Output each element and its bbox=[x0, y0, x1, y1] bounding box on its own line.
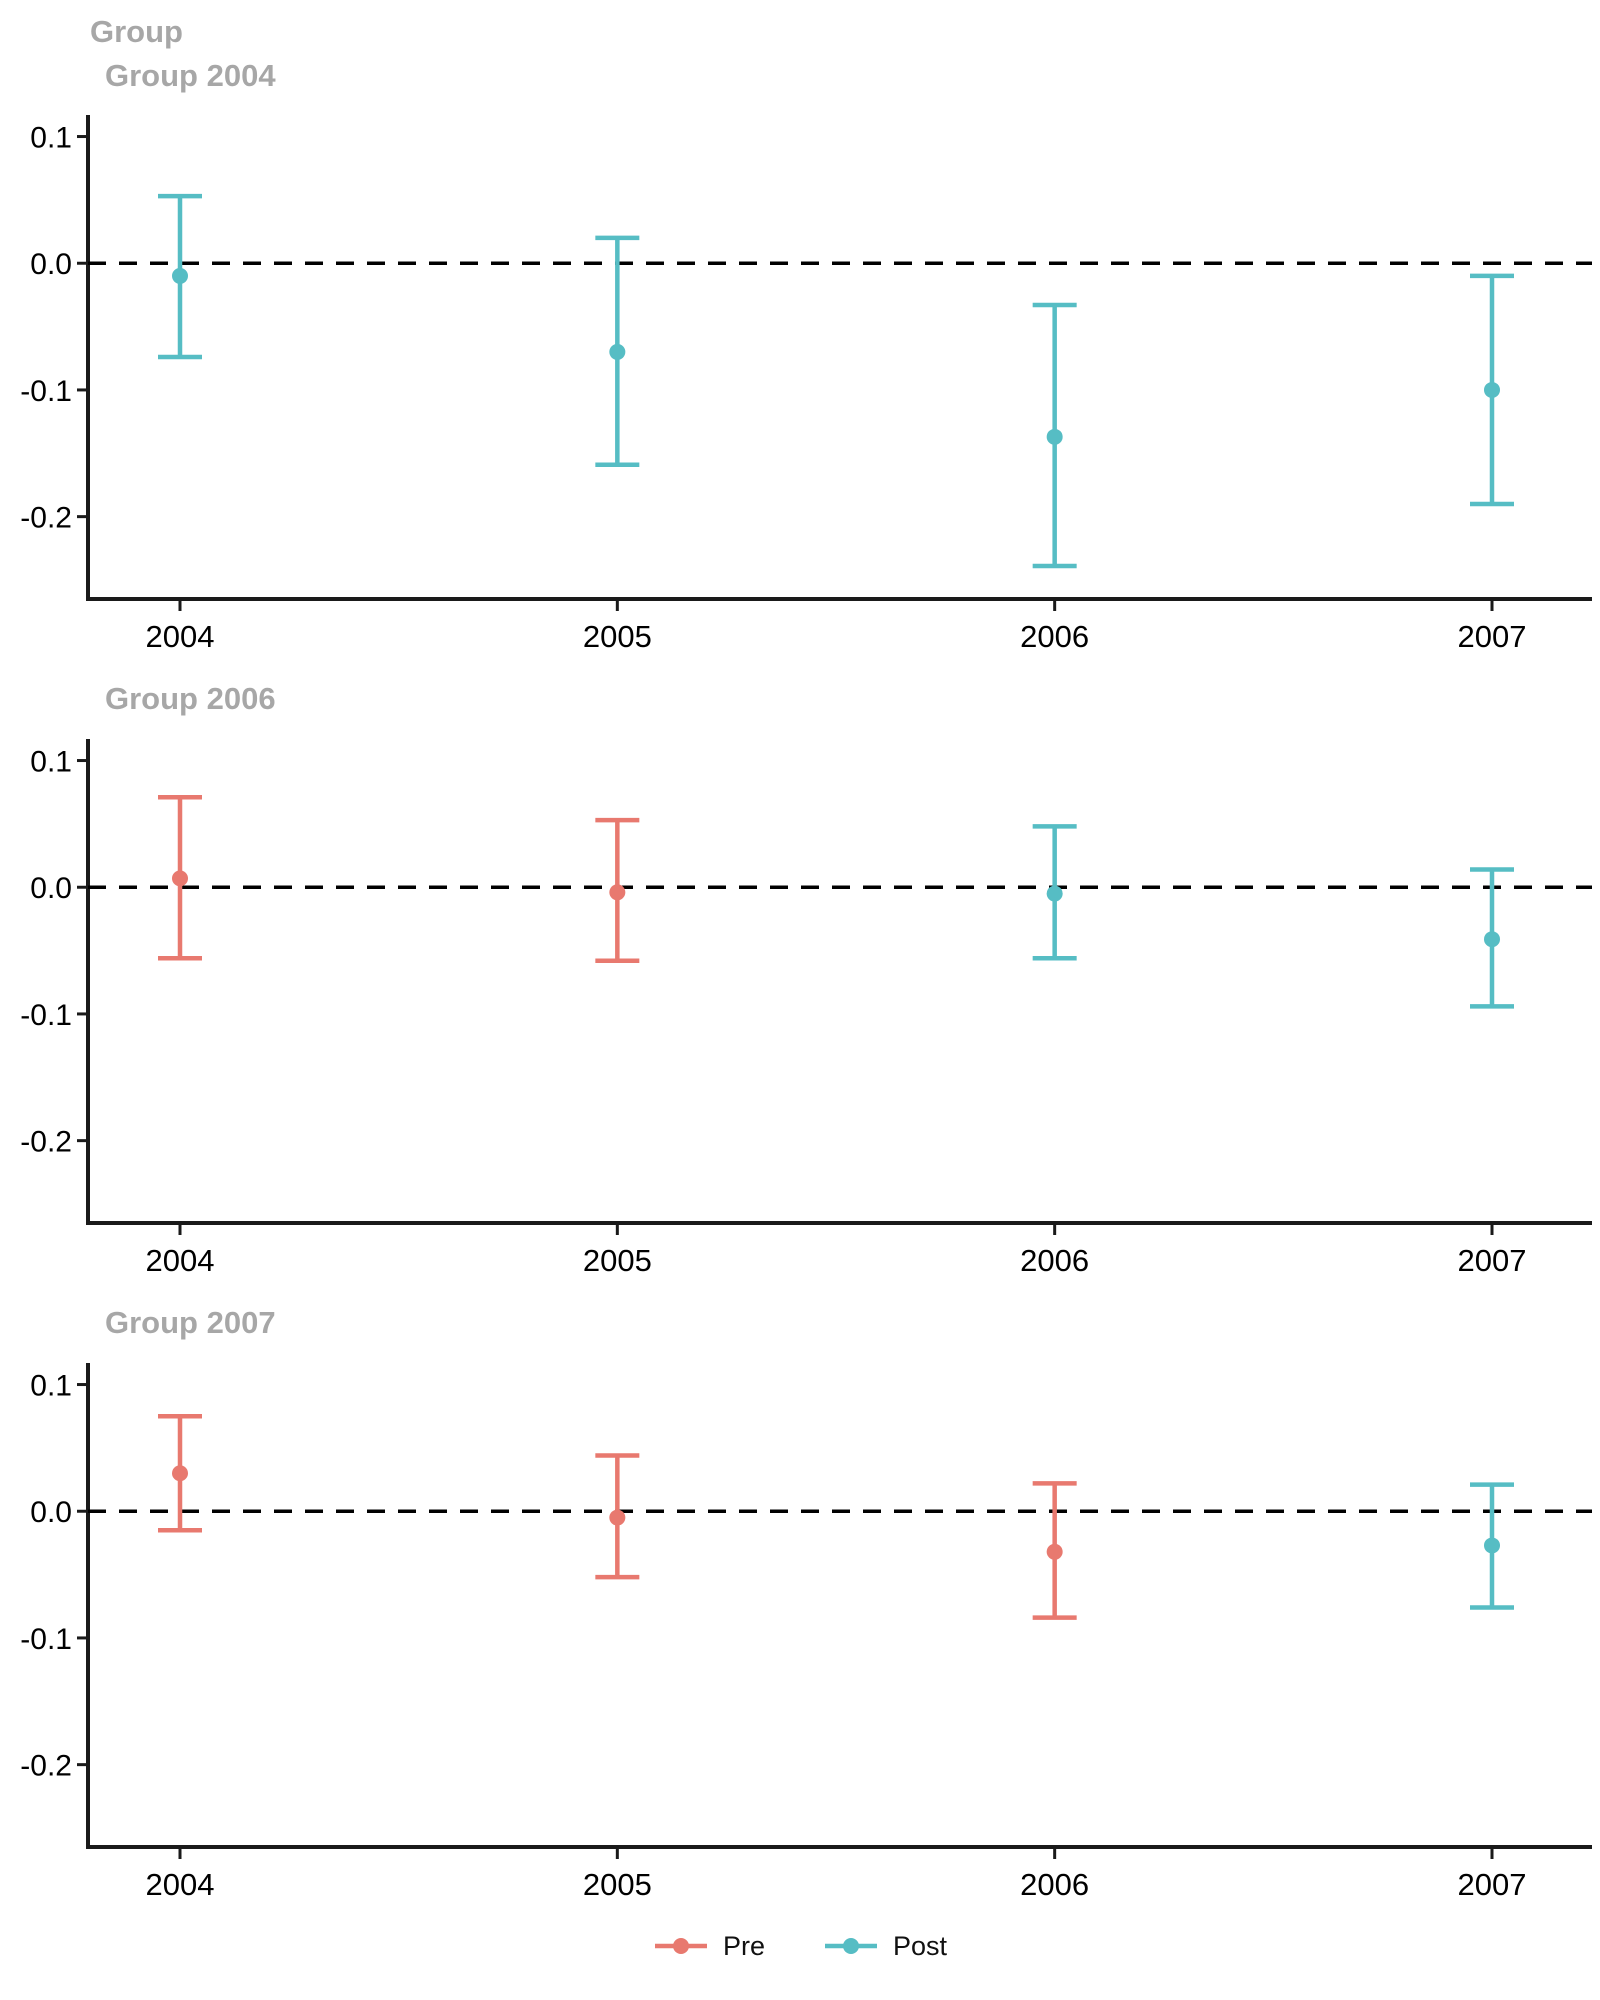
panels-container: Group 2004 0.1 0.0 -0.1 -0.2 2004 2005 2006 2007… bbox=[0, 58, 1600, 1921]
x-tick-label: 2004 bbox=[146, 619, 215, 654]
point-estimate-dot bbox=[609, 1509, 626, 1526]
y-tick-label: -0.1 bbox=[20, 1623, 72, 1656]
point-estimate-dot bbox=[172, 1464, 188, 1481]
errorbar-2004-post bbox=[158, 194, 202, 360]
x-tick-label: 2004 bbox=[146, 1243, 215, 1278]
panel-group-2007: Group 2007 0.1 0.0 -0.1 -0.2 2004 2005 2006 2007 bbox=[0, 1305, 1600, 1921]
x-tick-label: 2006 bbox=[1020, 1243, 1089, 1278]
legend-label: Pre bbox=[722, 1930, 765, 1961]
x-tick-label: 2006 bbox=[1020, 619, 1089, 654]
y-tick-label: 0.0 bbox=[30, 1496, 72, 1529]
x-tick-label: 2004 bbox=[146, 1867, 215, 1902]
point-estimate-dot bbox=[1046, 885, 1063, 902]
errorbar-2006-pre bbox=[1032, 1480, 1077, 1620]
panel-group-2006: Group 2006 0.1 0.0 -0.1 -0.2 2004 2005 2006 2007 bbox=[0, 681, 1600, 1297]
panel-plot: 0.1 0.0 -0.1 -0.2 2004 2005 2006 2007 bbox=[20, 738, 1592, 1278]
y-tick-label: -0.2 bbox=[20, 1749, 72, 1782]
panel-group-2004: Group 2004 0.1 0.0 -0.1 -0.2 2004 2005 2006 2007 bbox=[0, 58, 1600, 674]
point-estimate-dot bbox=[1484, 931, 1500, 948]
y-tick-label: -0.1 bbox=[20, 375, 72, 408]
point-estimate-dot bbox=[609, 884, 626, 901]
panel-title: Group 2004 bbox=[105, 57, 276, 93]
panel-plot: 0.1 0.0 -0.1 -0.2 2004 2005 2006 2007 bbox=[20, 115, 1592, 654]
legend-dot bbox=[672, 1938, 689, 1955]
y-tick-label: -0.1 bbox=[20, 999, 72, 1032]
legend-dot bbox=[843, 1938, 859, 1955]
legend: Pre Post bbox=[0, 1931, 1600, 1962]
panel-title: Group 2007 bbox=[105, 1304, 276, 1340]
errorbar-2006-post bbox=[1032, 824, 1077, 961]
legend-label: Post bbox=[893, 1930, 948, 1961]
errorbar-2004-pre bbox=[158, 794, 202, 961]
x-tick-label: 2005 bbox=[583, 1867, 652, 1902]
x-tick-label: 2006 bbox=[1020, 1867, 1089, 1902]
x-tick-label: 2007 bbox=[1458, 619, 1527, 654]
y-tick-label: 0.0 bbox=[30, 249, 72, 282]
errorbar-2005-pre bbox=[595, 1452, 640, 1579]
y-tick-label: 0.1 bbox=[30, 122, 72, 155]
legend-marker-pre bbox=[654, 1938, 707, 1955]
y-tick-label: 0.1 bbox=[30, 745, 72, 778]
panel-title: Group 2006 bbox=[105, 681, 276, 717]
point-estimate-dot bbox=[1046, 429, 1063, 446]
y-tick-label: 0.1 bbox=[30, 1369, 72, 1402]
errorbar-2004-pre bbox=[158, 1413, 202, 1533]
x-tick-label: 2007 bbox=[1458, 1867, 1527, 1902]
errorbar-2005-pre bbox=[595, 817, 640, 963]
legend-item-pre: Pre bbox=[653, 1931, 765, 1962]
figure-title: Group bbox=[90, 14, 183, 49]
legend-marker-post bbox=[825, 1938, 877, 1955]
y-tick-label: -0.2 bbox=[20, 502, 72, 535]
y-tick-label: 0.0 bbox=[30, 872, 72, 905]
point-estimate-dot bbox=[609, 344, 626, 361]
errorbar-2007-post bbox=[1470, 273, 1514, 507]
x-tick-label: 2007 bbox=[1458, 1243, 1527, 1278]
point-estimate-dot bbox=[172, 870, 188, 887]
errorbar-2006-post bbox=[1032, 303, 1077, 569]
y-tick-label: -0.2 bbox=[20, 1126, 72, 1159]
point-estimate-dot bbox=[1484, 1537, 1500, 1554]
errorbar-2007-post bbox=[1470, 867, 1514, 1009]
point-estimate-dot bbox=[1484, 382, 1500, 399]
legend-item-post: Post bbox=[823, 1931, 947, 1962]
point-estimate-dot bbox=[1046, 1543, 1063, 1560]
errorbar-2005-post bbox=[595, 235, 640, 468]
errorbar-2007-post bbox=[1470, 1481, 1514, 1610]
x-tick-label: 2005 bbox=[583, 1243, 652, 1278]
x-tick-label: 2005 bbox=[583, 619, 652, 654]
point-estimate-dot bbox=[172, 268, 188, 285]
panel-plot: 0.1 0.0 -0.1 -0.2 2004 2005 2006 2007 bbox=[20, 1362, 1592, 1902]
